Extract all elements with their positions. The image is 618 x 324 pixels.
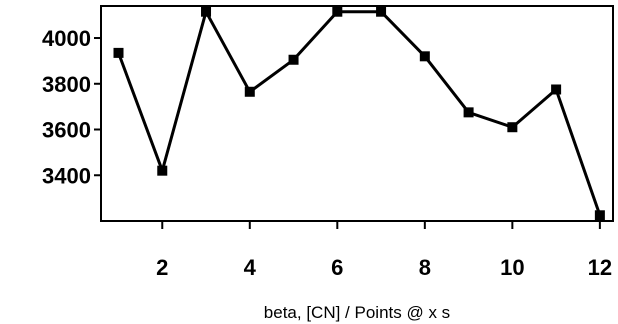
data-point	[244, 86, 255, 97]
data-point	[419, 51, 430, 62]
y-tick-label: 3800	[42, 72, 91, 97]
series-layer	[113, 6, 605, 221]
data-point	[507, 122, 518, 133]
data-point	[594, 210, 605, 221]
data-point	[113, 47, 124, 58]
data-point	[157, 165, 168, 176]
y-tick-label: 4000	[42, 26, 91, 51]
y-axis: 3400 3600 3800 4000	[42, 26, 101, 188]
y-tick-label: 3400	[42, 163, 91, 188]
data-point	[463, 107, 474, 118]
data-point	[551, 84, 562, 95]
data-point	[332, 6, 343, 17]
x-axis-title: beta, [CN] / Points @ x s	[264, 303, 450, 322]
x-tick-label: 12	[588, 255, 612, 280]
series-line	[117, 10, 602, 216]
data-point	[288, 54, 299, 65]
x-tick-label: 6	[331, 255, 343, 280]
x-tick-label: 2	[156, 255, 168, 280]
x-tick-label: 10	[500, 255, 524, 280]
x-tick-label: 4	[244, 255, 257, 280]
y-tick-label: 3600	[42, 118, 91, 143]
data-point	[201, 6, 212, 17]
data-point	[376, 6, 387, 17]
x-tick-label: 8	[419, 255, 431, 280]
plot-frame	[100, 5, 614, 222]
x-axis: 2 4 6 8 10 12	[156, 221, 612, 280]
